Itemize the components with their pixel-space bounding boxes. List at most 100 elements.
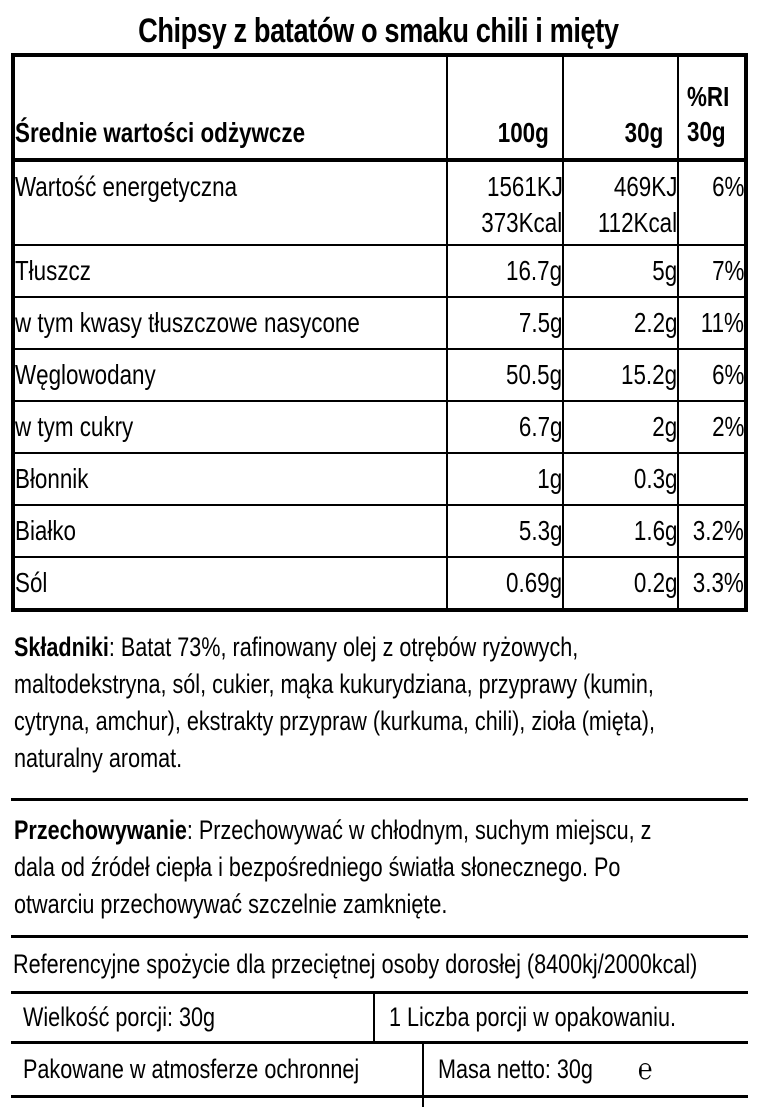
value-100g: 5.3g (518, 515, 563, 546)
cell-label: Węglowodany (12, 348, 448, 402)
divider (11, 935, 748, 938)
cell-30g: 469KJ 112Kcal (562, 159, 680, 246)
storage-paragraph: Przechowywanie: Przechowywać w chłodnym,… (14, 812, 748, 923)
cell-label: Sól (12, 556, 448, 611)
serving-size-cell: Wielkość porcji: 30g (11, 994, 376, 1041)
value-ri: 11% (700, 307, 744, 338)
header-cell-ri: %RI 30g (677, 54, 747, 162)
value-30g-kcal: 112Kcal (597, 207, 678, 238)
storage-line: : Przechowywać w chłodnym, suchym miejsc… (186, 815, 652, 845)
cell-30g: 5g (562, 244, 680, 298)
table-row: Pakowane w atmosferze ochronnej Masa net… (11, 1041, 748, 1095)
row-label: w tym cukry (15, 411, 134, 442)
table-row-fat: Tłuszcz 16.7g 5g 7% (12, 244, 747, 298)
empty-cell (11, 1098, 424, 1107)
value-ri: 3.3% (692, 567, 744, 598)
net-weight-text: Masa netto: 30g (438, 1054, 593, 1084)
header-cell-30g: 30g (562, 54, 680, 162)
value-30g: 2g (652, 411, 678, 442)
storage-label: Przechowywanie (14, 815, 187, 845)
cell-100g: 0.69g (445, 556, 565, 611)
row-label: Tłuszcz (15, 255, 91, 286)
table-row-saturates: w tym kwasy tłuszczowe nasycone 7.5g 2.2… (12, 296, 747, 350)
table-row-fibre: Błonnik 1g 0.3g (12, 452, 747, 506)
value-100g: 6.7g (518, 411, 563, 442)
value-30g: 2.2g (633, 307, 678, 338)
header-100g: 100g (497, 117, 549, 148)
packaging-cell: Pakowane w atmosferze ochronnej (11, 1044, 424, 1095)
cell-30g: 15.2g (562, 348, 680, 402)
header-30g: 30g (624, 117, 664, 148)
value-ri: 2% (711, 411, 744, 442)
cell-label: Białko (12, 504, 448, 558)
value-100g-kj: 1561KJ (486, 171, 563, 202)
reference-intake: Referencyjne spożycie dla przeciętnej os… (13, 947, 748, 981)
cell-ri: 6% (677, 348, 747, 402)
row-label: Białko (15, 515, 77, 546)
value-ri: 6% (711, 359, 744, 390)
row-label: w tym kwasy tłuszczowe nasycone (15, 307, 360, 338)
cell-label: Wartość energetyczna (12, 159, 448, 246)
value-100g: 16.7g (506, 255, 563, 286)
table-row-energy: Wartość energetyczna 1561KJ 373Kcal 469K… (12, 159, 747, 246)
cell-ri: 2% (677, 400, 747, 454)
value-30g: 15.2g (620, 359, 678, 390)
cell-ri: 6% (677, 159, 747, 246)
cell-ri: 7% (677, 244, 747, 298)
value-30g: 0.3g (633, 463, 678, 494)
cell-30g: 1.6g (562, 504, 680, 558)
serving-size-text: Wielkość porcji: 30g (23, 1002, 216, 1032)
header-ri-line1: %RI (687, 81, 730, 112)
cell-100g: 16.7g (445, 244, 565, 298)
cell-100g: 5.3g (445, 504, 565, 558)
cell-label: w tym kwasy tłuszczowe nasycone (12, 296, 448, 350)
table-row-sugars: w tym cukry 6.7g 2g 2% (12, 400, 747, 454)
ingredients-label: Składniki (14, 632, 109, 662)
value-ri: 3.2% (692, 515, 744, 546)
cell-100g: 1g (445, 452, 565, 506)
cell-100g: 7.5g (445, 296, 565, 350)
empty-cell (424, 1098, 748, 1107)
row-label: Węglowodany (15, 359, 156, 390)
servings-per-pack-text: 1 Liczba porcji w opakowaniu. (389, 1002, 677, 1032)
reference-intake-text: Referencyjne spożycie dla przeciętnej os… (13, 949, 698, 979)
table-row: Wielkość porcji: 30g 1 Liczba porcji w o… (11, 991, 748, 1041)
nutrition-table-header-row: Średnie wartości odżywcze 100g 30g %RI 3… (12, 54, 747, 162)
storage-line: dala od źródeł ciepła i bezpośredniego ś… (14, 852, 621, 882)
table-row-protein: Białko 5.3g 1.6g 3.2% (12, 504, 747, 558)
table-row-salt: Sól 0.69g 0.2g 3.3% (12, 556, 747, 611)
value-ri: 7% (711, 255, 744, 286)
cell-100g: 1561KJ 373Kcal (445, 159, 565, 246)
header-cell-label: Średnie wartości odżywcze (12, 54, 448, 162)
ingredients-line: maltodekstryna, sól, cukier, mąka kukury… (14, 669, 654, 699)
cell-ri: 11% (677, 296, 747, 350)
cell-100g: 6.7g (445, 400, 565, 454)
cell-30g: 2.2g (562, 296, 680, 350)
cell-ri: 3.3% (677, 556, 747, 611)
estimated-sign: ℮ (637, 1052, 653, 1086)
ingredients-line: cytryna, amchur), ekstrakty przypraw (ku… (14, 706, 655, 736)
net-weight-cell: Masa netto: 30g ℮ (424, 1044, 748, 1095)
table-row-carbohydrates: Węglowodany 50.5g 15.2g 6% (12, 348, 747, 402)
cell-30g: 0.2g (562, 556, 680, 611)
storage-line: otwarciu przechowywać szczelnie zamknięt… (14, 889, 448, 919)
nutrition-label-page: Chipsy z batatów o smaku chili i mięty Ś… (11, 12, 748, 1107)
row-label: Wartość energetyczna (15, 171, 238, 202)
divider (11, 798, 748, 801)
ingredients-line: : Batat 73%, rafinowany olej z otrębów r… (108, 632, 579, 662)
value-ri: 6% (711, 171, 744, 202)
header-ri-line2: 30g (687, 116, 726, 147)
packaging-text: Pakowane w atmosferze ochronnej (23, 1054, 360, 1084)
cell-label: Tłuszcz (12, 244, 448, 298)
cell-ri (677, 452, 747, 506)
cell-30g: 0.3g (562, 452, 680, 506)
value-100g-kcal: 373Kcal (481, 207, 563, 238)
value-100g: 1g (537, 463, 563, 494)
cell-100g: 50.5g (445, 348, 565, 402)
cell-label: Błonnik (12, 452, 448, 506)
value-100g: 7.5g (518, 307, 563, 338)
nutrition-table: Średnie wartości odżywcze 100g 30g %RI 3… (11, 53, 748, 612)
ingredients-line: naturalny aromat. (14, 743, 183, 773)
servings-per-pack-cell: 1 Liczba porcji w opakowaniu. (375, 994, 748, 1041)
ingredients-paragraph: Składniki: Batat 73%, rafinowany olej z … (14, 629, 748, 777)
